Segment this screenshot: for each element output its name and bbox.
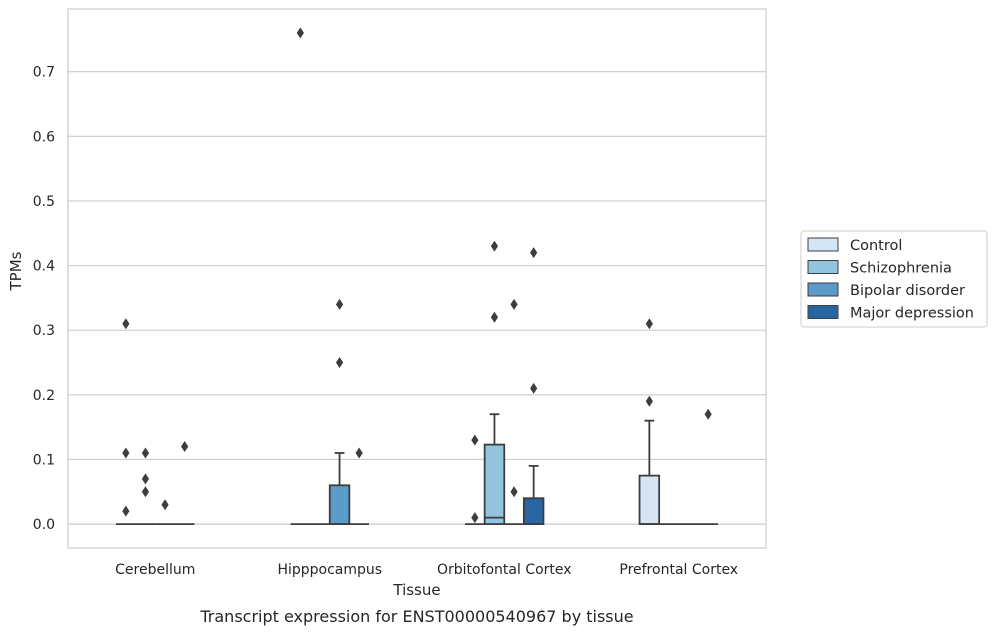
x-tick-labels: Cerebellum Hipppocampus Orbitofontal Corte… xyxy=(115,562,738,578)
outlier-point xyxy=(335,298,344,310)
outlier-point xyxy=(471,512,479,524)
outlier-point xyxy=(122,447,130,459)
legend-label: Bipolar disorder xyxy=(850,283,965,299)
outlier-point xyxy=(181,441,189,453)
plot-area-frame xyxy=(67,8,767,549)
box-body xyxy=(483,443,506,525)
y-tick-label: 0.3 xyxy=(33,323,55,339)
legend-frame xyxy=(800,230,988,328)
legend: Control Schizophrenia Bipolar disorder Majo… xyxy=(800,230,988,328)
y-tick-label: 0.4 xyxy=(33,259,55,275)
box-body xyxy=(328,484,351,525)
y-tick-labels: 0.0 0.1 0.2 0.3 0.4 0.5 0.6 0.7 xyxy=(33,65,55,533)
y-tick-label: 0.1 xyxy=(33,452,55,468)
box-body xyxy=(638,474,661,525)
outlier-point xyxy=(530,382,538,394)
legend-swatch xyxy=(807,237,839,252)
y-tick-label: 0.0 xyxy=(33,517,55,533)
outliers-layer xyxy=(122,27,712,524)
outlier-point xyxy=(530,247,538,259)
x-axis-title: Tissue xyxy=(392,581,440,599)
outlier-point xyxy=(122,318,130,330)
x-tick-label: Prefrontal Cortex xyxy=(619,562,738,578)
legend-label: Schizophrenia xyxy=(850,261,952,277)
outlier-point xyxy=(645,318,653,330)
legend-swatch xyxy=(807,305,839,319)
x-tick-label: Hipppocampus xyxy=(277,562,382,578)
legend-label: Major depression xyxy=(850,306,974,322)
figure-caption: Transcript expression for ENST0000054096… xyxy=(199,607,633,626)
y-tick-label: 0.2 xyxy=(33,388,55,404)
y-tick-label: 0.7 xyxy=(33,65,55,81)
outlier-point xyxy=(141,447,150,459)
outlier-point xyxy=(471,434,479,446)
box-3-0 xyxy=(638,419,661,525)
box-2-1 xyxy=(483,413,506,525)
boxes-layer xyxy=(116,413,718,525)
x-tick-label: Cerebellum xyxy=(115,562,195,578)
outlier-point xyxy=(296,27,304,39)
outlier-point xyxy=(490,240,499,252)
y-tick-label: 0.6 xyxy=(33,129,55,145)
y-tick-label: 0.5 xyxy=(33,194,55,210)
x-tick-label: Orbitofontal Cortex xyxy=(437,562,572,578)
outlier-point xyxy=(645,395,653,407)
outlier-point xyxy=(510,298,518,310)
legend-label: Control xyxy=(850,238,902,254)
outlier-point xyxy=(335,357,344,369)
outlier-point xyxy=(355,447,363,459)
outlier-point xyxy=(141,486,150,498)
outlier-point xyxy=(510,486,518,498)
outlier-point xyxy=(141,473,150,485)
y-axis-title: TPMs xyxy=(7,251,25,291)
outlier-point xyxy=(122,505,130,517)
box-2-3 xyxy=(522,465,545,525)
box-body xyxy=(522,497,545,525)
grid-lines xyxy=(68,71,766,525)
outlier-point xyxy=(490,311,499,323)
box-1-2 xyxy=(328,452,351,525)
legend-swatch xyxy=(807,282,839,297)
outlier-point xyxy=(161,499,169,511)
outlier-point xyxy=(704,408,712,420)
legend-swatch xyxy=(807,260,839,274)
